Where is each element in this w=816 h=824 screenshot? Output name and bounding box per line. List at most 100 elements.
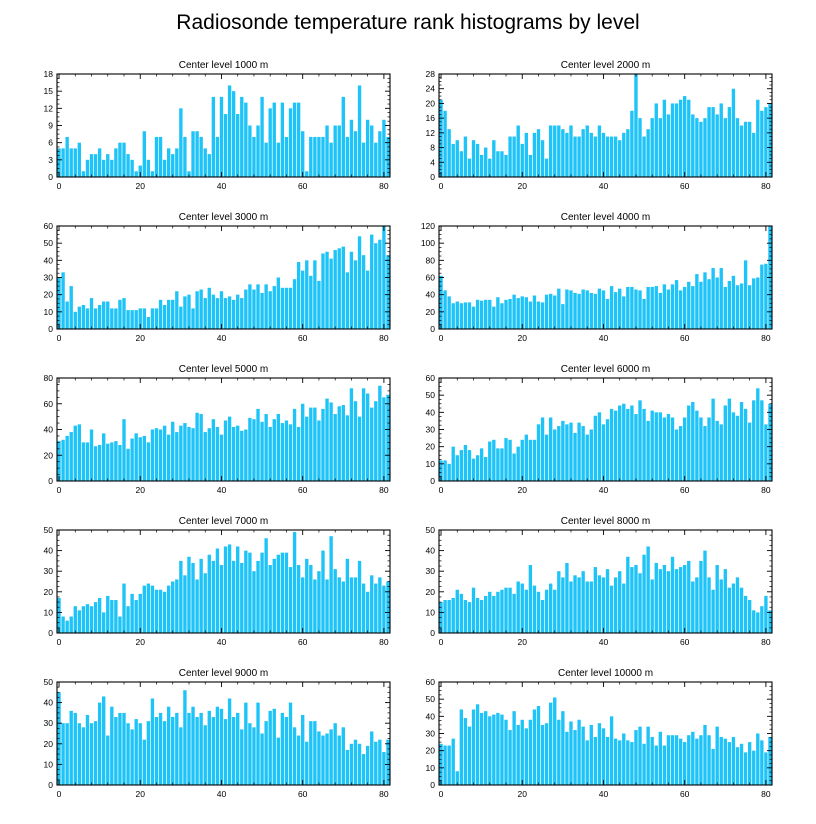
panel-title: Center level 10000 m [558,668,653,679]
bar [199,712,203,785]
bar [484,595,488,633]
bar [93,602,98,633]
bar [573,292,577,329]
bar [589,292,593,329]
bar [81,442,86,482]
y-tick-label: 8 [430,143,435,153]
bar [158,589,163,633]
bar [69,286,73,329]
bar [374,142,378,177]
bar [488,158,492,177]
bar [768,610,772,633]
bar [374,741,378,785]
panel-9: Center level 9000 m 0 10 20 30 40 50 0 20 40 60 80 [44,668,391,799]
bar [301,714,305,785]
bar [357,236,362,329]
bar [276,554,280,633]
bar [77,306,82,329]
bar [378,577,382,633]
bar [317,280,321,329]
bar [114,148,118,177]
bar [695,274,699,329]
bar [292,102,297,177]
bar [309,407,313,481]
x-tick-label: 40 [217,637,227,647]
bar [365,119,370,177]
bar [451,143,455,177]
bar [150,429,155,481]
bar [699,560,703,633]
bar [288,108,293,177]
bar [593,567,598,633]
panel-title: Center level 1000 m [179,60,269,71]
bar [747,742,752,785]
bar [756,733,760,785]
bar [496,591,500,633]
bar [207,554,211,633]
bar [549,702,553,785]
bar [154,589,159,633]
bar [203,298,207,329]
bar [557,719,561,785]
bar [118,616,122,633]
bar [747,422,752,481]
bar [305,260,309,329]
bar [605,419,610,481]
bar [756,277,760,329]
bar [447,745,451,785]
bar [691,731,695,785]
bar [500,714,504,785]
bar [203,432,207,481]
bar [110,159,114,177]
bar [605,569,610,633]
figure-title: Radiosonde temperature rank histograms b… [176,11,639,34]
bar [695,577,699,633]
bar [321,408,325,481]
bar [142,585,146,633]
bar [240,96,244,177]
panel-title: Center level 8000 m [561,516,651,527]
y-tick-label: 10 [44,759,54,769]
bar [654,745,658,785]
bar [687,99,691,177]
bar [475,299,480,329]
bar [760,110,764,177]
bar [252,289,256,329]
y-tick-label: 12 [426,128,436,138]
y-tick-label: 28 [426,69,436,79]
bar [353,260,358,329]
bar [349,743,354,785]
bar [305,171,309,177]
bar [536,706,541,785]
bar [187,556,191,633]
x-tick-label: 0 [439,637,444,647]
bar [585,581,589,633]
bar [240,562,244,633]
bar [512,711,516,785]
bar [264,142,268,177]
bar [183,423,187,481]
bar [711,748,715,785]
bar [272,419,276,481]
bar [93,308,98,329]
bar [179,306,183,329]
bar [743,595,748,633]
bar [626,408,630,481]
bar [89,606,94,633]
bar [219,96,224,177]
bar [447,463,451,481]
bar [524,589,528,633]
bar [565,562,569,633]
bar [727,742,732,785]
bar [492,140,496,177]
bar [723,405,727,481]
bar [231,560,236,633]
bar [646,546,650,633]
bar [321,735,325,785]
bar [565,289,569,329]
bar [711,589,715,633]
bar [520,719,524,785]
bar [443,600,447,633]
bar [341,581,345,633]
x-tick-label: 80 [761,789,771,799]
